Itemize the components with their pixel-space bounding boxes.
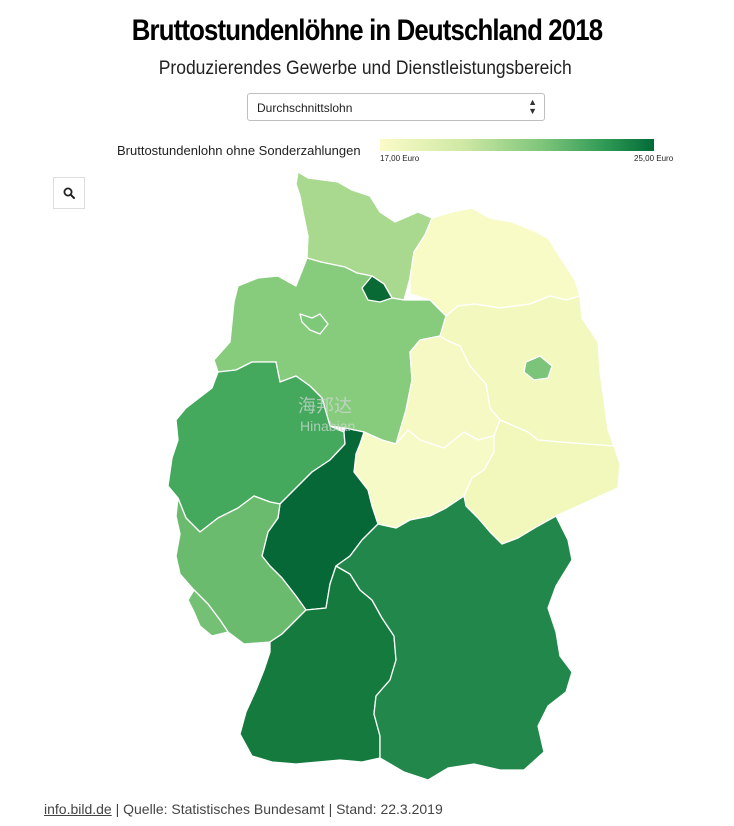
legend-max-label: 25,00 Euro bbox=[634, 154, 674, 163]
state-bayern[interactable] bbox=[335, 495, 573, 781]
watermark-en: Hinabian bbox=[300, 418, 356, 434]
legend-title: Bruttostundenlohn ohne Sonderzahlungen bbox=[117, 143, 361, 158]
footer: info.bild.de | Quelle: Statistisches Bun… bbox=[44, 801, 443, 817]
state-rheinland-pfalz[interactable] bbox=[175, 495, 307, 645]
legend-min-label: 17,00 Euro bbox=[380, 154, 420, 163]
state-bremen[interactable] bbox=[299, 313, 329, 335]
search-icon bbox=[63, 187, 75, 199]
info-bild-link[interactable]: info.bild.de bbox=[44, 801, 112, 817]
footer-source: | Quelle: Statistisches Bundesamt | Stan… bbox=[111, 801, 443, 817]
page-title: Bruttostundenlöhne in Deutschland 2018 bbox=[131, 14, 603, 47]
page-subtitle: Produzierendes Gewerbe und Dienstleistun… bbox=[158, 58, 572, 79]
state-hamburg[interactable] bbox=[361, 275, 393, 303]
select-arrows-icon: ▲ ▼ bbox=[528, 97, 537, 116]
zoom-button[interactable] bbox=[53, 177, 85, 209]
watermark-cn: 海邦达 bbox=[298, 396, 352, 416]
wage-type-selected-value: Durchschnittslohn bbox=[257, 101, 353, 115]
state-berlin[interactable] bbox=[523, 355, 553, 381]
state-saarland[interactable] bbox=[187, 589, 229, 637]
wage-type-select[interactable]: Durchschnittslohn ▲ ▼ bbox=[247, 93, 545, 121]
watermark: 海邦达 Hinabian bbox=[298, 392, 355, 434]
legend-color-scale bbox=[380, 139, 654, 151]
